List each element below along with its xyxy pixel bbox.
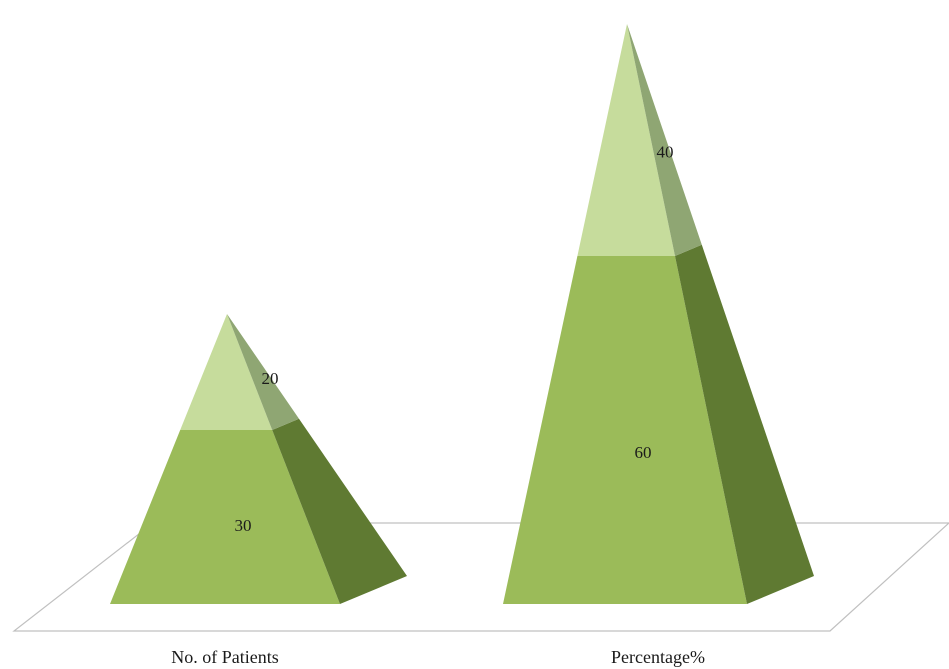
- data-label-0-bottom: 30: [235, 516, 252, 535]
- pyramid-0-top-side: [227, 314, 299, 430]
- pyramid-0-bottom-side: [272, 418, 407, 604]
- pyramid-1-bottom-front: [503, 256, 747, 604]
- pyramids-group: 30 20 60 40: [110, 24, 814, 605]
- pyramid-0-bottom-front: [110, 430, 340, 604]
- pyramid-1-bottom-side: [675, 244, 814, 605]
- data-label-1-bottom: 60: [635, 443, 652, 462]
- pyramid-1-top-front: [577, 24, 675, 256]
- pyramid-1-top-side: [627, 24, 702, 256]
- pyramid-0-top-front: [180, 314, 273, 430]
- category-label-percentage: Percentage%: [611, 647, 705, 667]
- data-label-1-top: 40: [657, 143, 674, 162]
- category-label-no-of-patients: No. of Patients: [171, 647, 279, 667]
- data-label-0-top: 20: [262, 369, 279, 388]
